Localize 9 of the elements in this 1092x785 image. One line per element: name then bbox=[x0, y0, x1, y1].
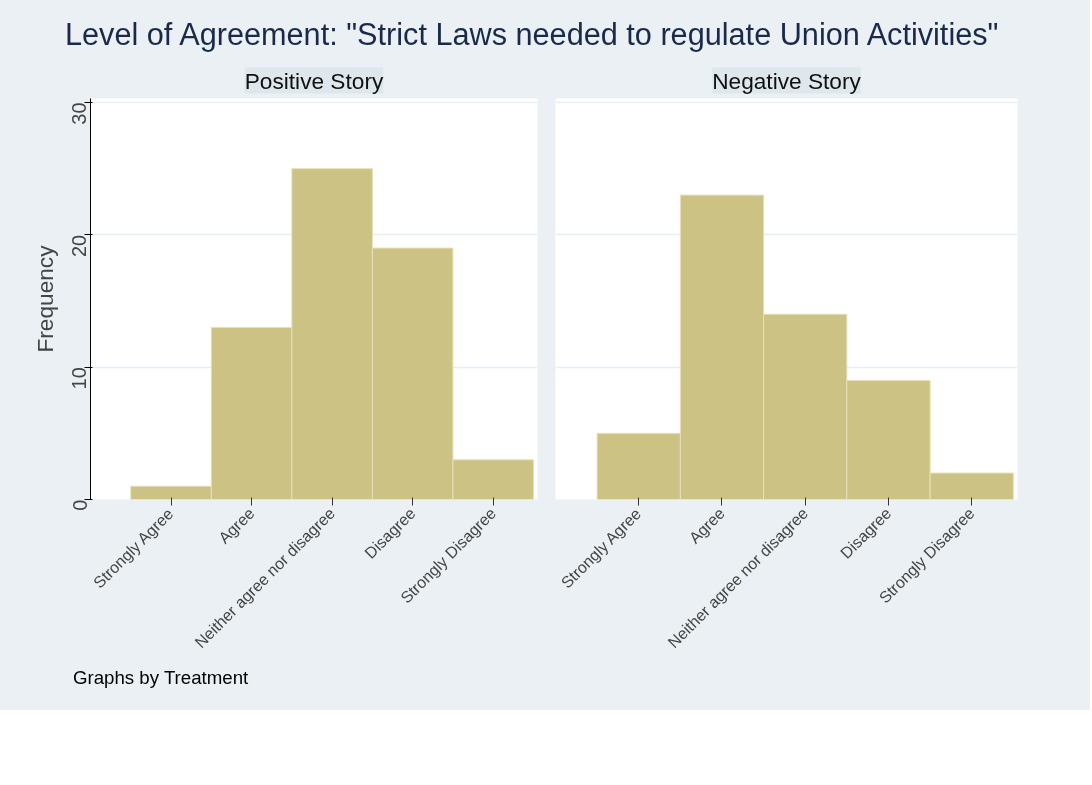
y-tick-label: 20 bbox=[68, 234, 91, 258]
chart-subtitle: Negative Story bbox=[712, 67, 862, 94]
y-tick-label: 30 bbox=[68, 102, 91, 125]
chart-subtitle: Positive Story bbox=[244, 67, 384, 94]
y-tick-label: 10 bbox=[68, 367, 91, 390]
text: Graphs by Treatment bbox=[73, 666, 249, 690]
chart-title: Level of Agreement: "Strict Laws needed to regulate Union Activities" bbox=[65, 16, 999, 54]
y-tick-label: 0 bbox=[68, 499, 91, 511]
y-axis-title: Frequency bbox=[31, 244, 58, 353]
